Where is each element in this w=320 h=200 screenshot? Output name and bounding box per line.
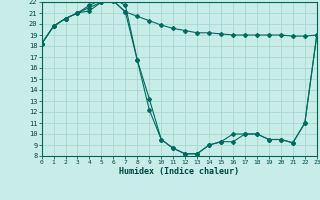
- X-axis label: Humidex (Indice chaleur): Humidex (Indice chaleur): [119, 167, 239, 176]
